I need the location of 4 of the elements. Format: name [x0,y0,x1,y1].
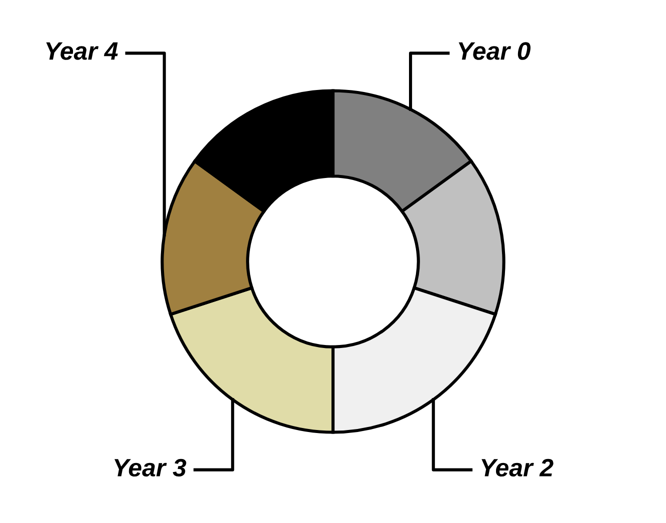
slice-label: Year 0 [458,42,531,60]
slice-label: Year 2 [482,458,554,477]
slice-label: Year 4 [46,42,118,60]
slice-label: Year 3 [114,458,186,477]
